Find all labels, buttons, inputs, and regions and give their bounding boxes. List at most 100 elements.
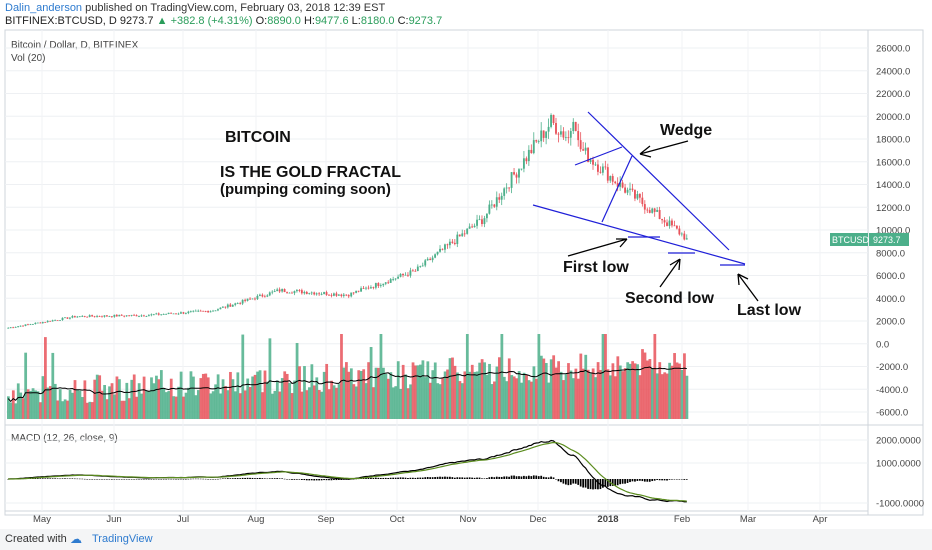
chart-canvas[interactable]: Bitcoin / Dollar, D, BITFINEX Vol (20) M… xyxy=(0,29,932,529)
candle-body xyxy=(335,293,338,296)
volume-bar xyxy=(606,369,610,419)
macd-histogram-bar xyxy=(505,476,508,479)
volume-bar xyxy=(354,386,358,419)
candle-body xyxy=(46,320,49,323)
candle-body xyxy=(624,187,627,193)
candle-body xyxy=(81,315,84,317)
candle-body xyxy=(251,298,254,300)
candle-body xyxy=(488,204,491,214)
volume-bar xyxy=(483,362,486,419)
candle-body xyxy=(444,244,446,250)
volume-bar xyxy=(209,393,213,419)
macd-histogram-bar xyxy=(498,476,501,479)
candle-body xyxy=(545,131,548,138)
volume-bar xyxy=(527,380,531,419)
candle-body xyxy=(187,311,190,314)
candle-body xyxy=(22,325,24,327)
volume-bar xyxy=(665,373,669,419)
volume-bar xyxy=(517,371,521,419)
macd-histogram-bar xyxy=(214,479,217,480)
candle-body xyxy=(569,131,572,138)
candle-body xyxy=(108,316,111,318)
volume-bar xyxy=(229,371,232,419)
candle-body xyxy=(426,258,429,261)
volume-bar xyxy=(155,375,158,419)
candle-body xyxy=(547,126,550,132)
macd-histogram-bar xyxy=(148,479,150,480)
volume-bar xyxy=(105,399,109,419)
volume-bar xyxy=(673,353,676,419)
author-link[interactable]: Dalin_anderson xyxy=(5,2,83,14)
macd-histogram-bar xyxy=(59,478,61,480)
candle-body xyxy=(478,219,481,221)
volume-bar xyxy=(406,388,410,419)
volume-bar xyxy=(379,334,383,419)
candle-body xyxy=(71,316,74,318)
volume-bar xyxy=(414,365,417,419)
candle-body xyxy=(355,290,358,293)
macd-histogram-bar xyxy=(629,479,631,483)
macd-histogram-bar xyxy=(399,477,402,479)
candle-body xyxy=(431,257,434,261)
time-tick-label: Jun xyxy=(106,514,121,525)
macd-histogram-bar xyxy=(34,478,37,479)
volume-bar xyxy=(470,364,474,419)
candle-body xyxy=(34,322,37,325)
volume-bar xyxy=(636,364,639,419)
candle-body xyxy=(463,233,466,235)
volume-bar xyxy=(530,381,533,419)
volume-bar xyxy=(352,384,356,419)
volume-bar xyxy=(537,334,541,419)
symbol-label: BITFINEX:BTCUSD, D xyxy=(5,15,117,27)
volume-bar xyxy=(359,370,363,419)
candle-body xyxy=(325,292,328,295)
candle-body xyxy=(592,159,594,165)
volume-bar xyxy=(421,360,425,419)
macd-histogram-bar xyxy=(286,479,288,480)
macd-histogram-bar xyxy=(66,478,69,479)
tradingview-link[interactable]: TradingView xyxy=(92,533,153,545)
volume-bar xyxy=(609,375,612,419)
volume-bar xyxy=(500,334,504,419)
volume-bar xyxy=(564,374,568,419)
published-text: published on TradingView.com, February 0… xyxy=(85,2,386,14)
volume-bar xyxy=(266,381,269,419)
candle-body xyxy=(244,299,247,301)
macd-histogram-bar xyxy=(333,479,335,481)
volume-bar xyxy=(78,390,82,419)
candle-body xyxy=(61,317,64,321)
macd-histogram-bar xyxy=(476,477,478,479)
macd-histogram-bar xyxy=(128,479,130,480)
candle-body xyxy=(658,210,661,220)
volume-bar xyxy=(48,386,52,419)
macd-histogram-bar xyxy=(313,479,316,481)
macd-histogram-bar xyxy=(508,476,510,479)
volume-bar xyxy=(63,399,67,419)
candle-body xyxy=(525,158,528,162)
candle-body xyxy=(476,219,478,226)
macd-histogram-bar xyxy=(525,476,528,479)
volume-bar xyxy=(76,389,79,419)
macd-histogram-bar xyxy=(133,479,135,480)
macd-histogram-bar xyxy=(426,476,429,479)
macd-histogram-bar xyxy=(226,478,229,479)
low-label: L: xyxy=(351,15,361,27)
macd-histogram-bar xyxy=(56,478,59,479)
volume-bar xyxy=(349,368,353,419)
candle-body xyxy=(663,220,666,223)
candle-body xyxy=(113,314,116,317)
volume-bar xyxy=(572,378,575,419)
candle-body xyxy=(404,274,407,276)
macd-title: MACD (12, 26, close, 9) xyxy=(11,433,118,444)
candle-body xyxy=(668,220,671,226)
macd-histogram-bar xyxy=(680,479,683,480)
tradingview-logo-icon: ☁ xyxy=(70,532,82,546)
macd-histogram-bar xyxy=(634,479,636,482)
candle-body xyxy=(165,313,168,315)
macd-histogram-bar xyxy=(676,479,678,480)
macd-histogram-bar xyxy=(140,479,143,480)
volume-bar xyxy=(113,394,116,419)
volume-bar xyxy=(327,389,331,419)
price-tick-label: 26000.0 xyxy=(876,44,910,55)
price-tick-label: 0.0 xyxy=(876,339,889,350)
